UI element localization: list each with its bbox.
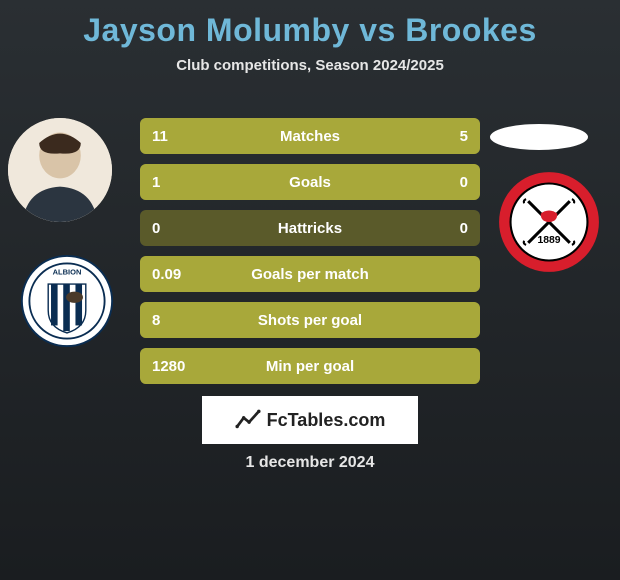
date-label: 1 december 2024 [0, 454, 620, 472]
stat-row: 00Hattricks [140, 210, 480, 246]
stat-label: Shots per goal [140, 312, 480, 329]
stat-row: 0.09Goals per match [140, 256, 480, 292]
stat-label: Goals [140, 174, 480, 191]
club-crest-right: 1889 [497, 170, 601, 274]
stat-label: Goals per match [140, 266, 480, 283]
stat-label: Min per goal [140, 358, 480, 375]
player-left-avatar [8, 118, 112, 222]
svg-text:ALBION: ALBION [53, 268, 82, 277]
stat-row: 8Shots per goal [140, 302, 480, 338]
stat-label: Matches [140, 128, 480, 145]
shield-icon: ALBION [20, 254, 114, 348]
svg-text:1889: 1889 [537, 235, 560, 246]
stats-container: 115Matches 10Goals 00Hattricks 0.09Goals pe… [140, 118, 480, 394]
stat-label: Hattricks [140, 220, 480, 237]
chart-icon [235, 407, 261, 433]
page-title: Jayson Molumby vs Brookes [0, 0, 620, 49]
player-right-avatar [490, 124, 588, 150]
club-crest-left: ALBION [20, 254, 114, 348]
subtitle: Club competitions, Season 2024/2025 [0, 57, 620, 74]
shield-icon: 1889 [497, 170, 601, 274]
fctables-logo: FcTables.com [202, 396, 418, 444]
stat-row: 10Goals [140, 164, 480, 200]
person-icon [8, 118, 112, 222]
stat-row: 1280Min per goal [140, 348, 480, 384]
logo-text: FcTables.com [267, 410, 386, 431]
stat-row: 115Matches [140, 118, 480, 154]
